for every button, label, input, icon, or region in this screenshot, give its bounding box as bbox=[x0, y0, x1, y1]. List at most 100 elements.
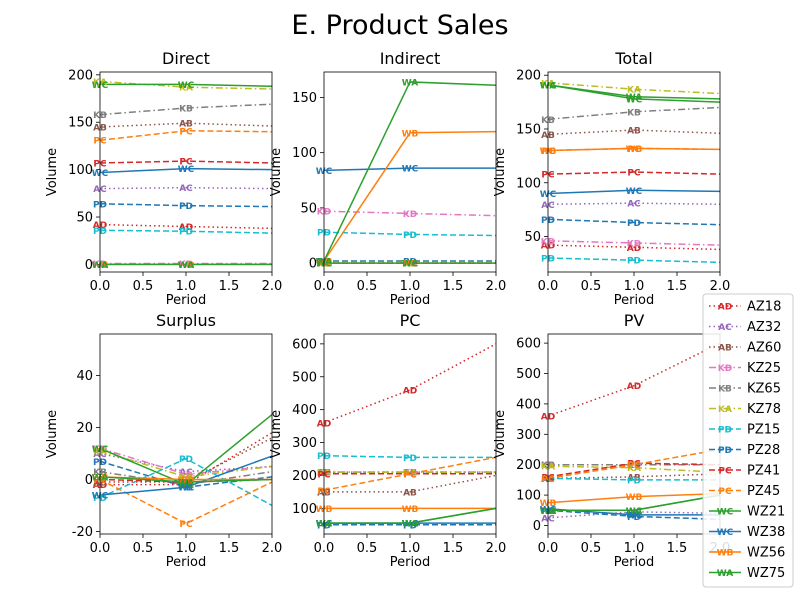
data-marker: PC bbox=[179, 479, 193, 489]
data-marker: PD bbox=[403, 231, 417, 241]
panel-title: Total bbox=[614, 49, 652, 68]
data-marker: AB bbox=[179, 479, 193, 489]
y-tick-label: 0 bbox=[309, 257, 317, 272]
data-marker: WB bbox=[626, 493, 643, 503]
series-line-az60 bbox=[548, 129, 720, 136]
y-tick-label: 0 bbox=[85, 473, 93, 488]
y-tick-label: -20 bbox=[72, 525, 93, 540]
data-marker: PD bbox=[179, 228, 193, 238]
y-tick-label: 600 bbox=[292, 337, 317, 352]
x-axis-label: Period bbox=[390, 555, 431, 570]
data-marker: WA bbox=[178, 479, 195, 489]
y-axis-label: Volume bbox=[269, 148, 284, 196]
y-tick-label: 100 bbox=[516, 176, 541, 191]
data-marker: WB bbox=[626, 145, 643, 155]
data-marker: KB bbox=[627, 108, 641, 118]
legend-item: AC AZ32 bbox=[709, 320, 781, 335]
legend-label: KZ65 bbox=[747, 382, 781, 397]
series-line-az32 bbox=[548, 511, 720, 519]
legend-marker: AB bbox=[718, 344, 732, 354]
data-marker: PC bbox=[179, 158, 193, 168]
data-marker: AC bbox=[179, 184, 193, 194]
legend-label: WZ75 bbox=[747, 566, 785, 581]
series-line-wz56 bbox=[548, 492, 720, 504]
y-tick-label: 150 bbox=[68, 116, 93, 131]
data-marker: PD bbox=[403, 257, 417, 267]
series-line-pz15 bbox=[548, 257, 720, 264]
series-line-wz38 bbox=[324, 167, 496, 172]
legend-marker: AD bbox=[718, 303, 732, 313]
data-marker: WC bbox=[626, 95, 643, 105]
x-tick-label: 1.0 bbox=[176, 279, 197, 294]
panel-title: Surplus bbox=[156, 311, 216, 330]
data-marker: PC bbox=[627, 145, 641, 155]
legend-label: WZ38 bbox=[747, 525, 785, 540]
data-marker: PC bbox=[403, 470, 417, 480]
x-axis-label: Period bbox=[390, 293, 431, 308]
x-tick-label: 0.0 bbox=[90, 541, 111, 556]
series-line-az60 bbox=[100, 122, 272, 128]
legend-item: PD PZ28 bbox=[709, 443, 780, 458]
series-line-pz45 bbox=[100, 130, 272, 141]
series-line-pz15 bbox=[100, 457, 272, 507]
series-line-wz21 bbox=[100, 413, 272, 486]
series-line-wz38 bbox=[548, 189, 720, 195]
data-marker: KB bbox=[403, 469, 417, 479]
series-line-wz38 bbox=[100, 455, 272, 496]
y-tick-label: 150 bbox=[516, 122, 541, 137]
data-marker: WC bbox=[402, 520, 419, 530]
series-line-wz75 bbox=[548, 494, 720, 512]
y-tick-label: 40 bbox=[76, 369, 93, 384]
x-tick-label: 2.0 bbox=[486, 541, 507, 556]
series-line-az60 bbox=[324, 474, 496, 493]
series-line-az18 bbox=[100, 223, 272, 230]
legend-label: KZ78 bbox=[747, 402, 781, 417]
x-tick-label: 0.5 bbox=[133, 279, 154, 294]
data-marker: WA bbox=[402, 520, 419, 530]
data-marker: PD bbox=[179, 455, 193, 465]
series-line-wz75 bbox=[324, 507, 496, 524]
x-tick-label: 2.0 bbox=[262, 541, 283, 556]
x-tick-label: 2.0 bbox=[710, 279, 731, 294]
legend-label: PZ15 bbox=[747, 423, 780, 438]
legend-label: PZ28 bbox=[747, 443, 780, 458]
data-marker: KA bbox=[403, 469, 417, 479]
x-tick-label: 1.5 bbox=[443, 279, 464, 294]
legend-item: WC WZ38 bbox=[709, 525, 785, 540]
legend-marker: PD bbox=[718, 446, 732, 456]
legend-marker: WC bbox=[717, 508, 734, 518]
data-marker: PD bbox=[179, 484, 193, 494]
data-marker: AD bbox=[179, 223, 193, 233]
legend-label: PZ45 bbox=[747, 484, 780, 499]
legend-item: KD KZ25 bbox=[709, 361, 781, 376]
y-axis-label: Volume bbox=[269, 410, 284, 458]
legend-label: AZ60 bbox=[747, 341, 781, 356]
series-line-wz56 bbox=[324, 130, 496, 262]
data-marker: WB bbox=[178, 261, 195, 271]
axes-frame bbox=[547, 333, 721, 535]
x-tick-label: 2.0 bbox=[486, 279, 507, 294]
x-tick-label: 0.0 bbox=[90, 279, 111, 294]
x-tick-label: 1.0 bbox=[624, 541, 645, 556]
series-line-pz15 bbox=[324, 231, 496, 237]
axes-frame bbox=[99, 71, 273, 273]
y-tick-label: 600 bbox=[516, 337, 541, 352]
x-tick-label: 2.0 bbox=[262, 279, 283, 294]
legend-label: WZ56 bbox=[747, 546, 785, 561]
legend-item: AD AZ18 bbox=[709, 300, 781, 315]
data-marker: KA bbox=[403, 260, 417, 270]
data-marker: PC bbox=[627, 169, 641, 179]
series-line-pz45 bbox=[548, 448, 720, 480]
data-marker: WC bbox=[402, 520, 419, 530]
legend-marker: PC bbox=[718, 487, 732, 497]
series-line-az32 bbox=[548, 202, 720, 206]
x-tick-label: 0.5 bbox=[581, 279, 602, 294]
x-tick-label: 0.0 bbox=[538, 279, 559, 294]
data-marker: AB bbox=[627, 473, 641, 483]
axes-frame bbox=[323, 71, 497, 273]
data-marker: KB bbox=[403, 260, 417, 270]
series-line-pz28 bbox=[548, 218, 720, 226]
series-line-pz45 bbox=[324, 456, 496, 491]
data-marker: AB bbox=[627, 127, 641, 137]
